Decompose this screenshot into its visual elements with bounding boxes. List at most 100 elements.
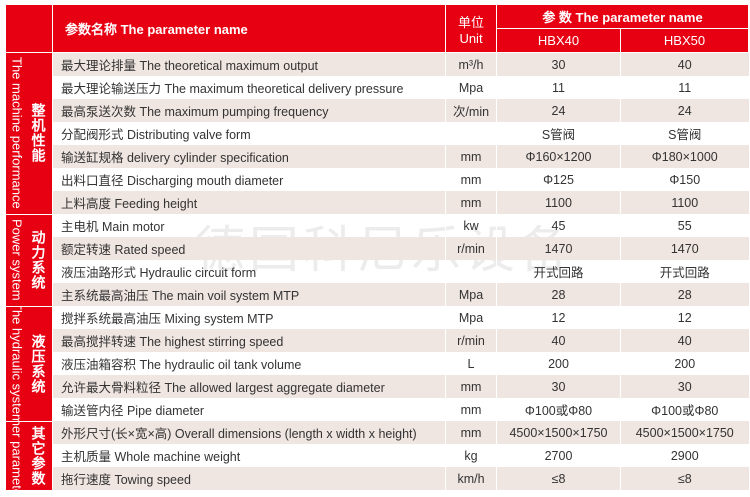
param-name: 液压油箱容积 The hydraulic oil tank volume: [61, 358, 302, 372]
group-label-en: The machine performance: [9, 57, 25, 210]
table-row: 输送管内径 Pipe diameter mm Φ100或Φ80 Φ100或Φ80: [6, 398, 749, 421]
param-name: 出料口直径 Discharging mouth diameter: [61, 174, 284, 188]
param-name: 主机质量 Whole machine weight: [61, 450, 241, 464]
value-hbx50: 40: [619, 52, 749, 76]
value-hbx40: 1470: [496, 237, 621, 260]
table-row: Other parameters 其它参数 外形尺寸(长×宽×高) Overall …: [5, 420, 749, 491]
param-name: 最高搅拌转速 The highest stirring speed: [52, 329, 446, 352]
table-row: 主系统最高油压 The main voil system MTP Mpa 28 28: [6, 283, 749, 306]
param-unit: mm: [445, 191, 497, 214]
param-unit: mm: [445, 398, 497, 421]
table-row: 最高搅拌转速 The highest stirring speed r/min 40…: [6, 329, 749, 352]
param-unit: Mpa: [445, 76, 497, 99]
param-name: 分配阀形式 Distributing valve form: [61, 128, 251, 142]
value-hbx40: 30: [496, 375, 621, 398]
value-hbx40: 11: [496, 76, 621, 99]
table-row: 输送缸规格 delivery cylinder specification mm Φ…: [6, 145, 749, 168]
value-hbx50: 4500×1500×1750: [619, 421, 749, 444]
value-hbx40: 45: [496, 214, 621, 237]
model-header: HBX50: [619, 28, 750, 53]
value-hbx50: ≤8: [619, 467, 749, 490]
table-row: 分配阀形式 Distributing valve form S管阀 S管阀: [6, 122, 749, 145]
group-label: Power system 动力系统: [5, 213, 53, 307]
value-hbx50: 24: [619, 99, 749, 122]
group-label-en: Power system: [9, 219, 25, 301]
value-hbx50: 11: [619, 76, 749, 99]
param-unit: 次/min: [445, 99, 497, 122]
group-label: The machine performance 整机性能: [5, 52, 53, 215]
value-hbx40: 30: [496, 52, 621, 76]
param-unit: r/min: [445, 329, 497, 352]
value-hbx50: 1100: [619, 191, 749, 214]
value-hbx50: Φ100或Φ80: [619, 398, 749, 421]
group-label-zh: 其它参数: [30, 425, 47, 486]
table-row: 最大理论输送压力 The maximum theoretical deliver…: [6, 76, 749, 99]
group-label: The hydraulic system 液压系统: [5, 305, 53, 422]
param-name: 额定转速 Rated speed: [52, 237, 446, 260]
value-hbx40: 200: [496, 352, 621, 375]
spec-table: 参数名称 The parameter name 单位 Unit 参 数 The p…: [5, 4, 750, 491]
table-row: The machine performance 整机性能 最大理论排量 The th…: [5, 52, 749, 215]
table-row: 上料高度 Feeding height mm 1100 1100: [6, 191, 749, 214]
value-hbx40: 开式回路: [496, 260, 621, 283]
param-unit: r/min: [445, 237, 497, 260]
group-label-en: Other parameters: [9, 421, 25, 490]
param-unit: L: [445, 352, 497, 375]
value-hbx50: Φ180×1000: [619, 145, 749, 168]
param-name: 上料高度 Feeding height: [52, 191, 446, 214]
param-name: 外形尺寸(长×宽×高) Overall dimensions (length x…: [52, 421, 446, 444]
group-label-zh: 整机性能: [30, 103, 47, 164]
table-row: 出料口直径 Discharging mouth diameter mm Φ125 Φ1…: [6, 168, 749, 191]
value-hbx50: 28: [619, 283, 749, 306]
param-name: 最大理论输送压力 The maximum theoretical deliver…: [61, 82, 404, 96]
param-name: 主电机 Main motor: [61, 220, 165, 234]
table-row: 主机质量 Whole machine weight kg 2700 2900: [6, 444, 749, 467]
table-row: 液压油路形式 Hydraulic circuit form 开式回路 开式回路: [6, 260, 749, 283]
value-hbx40: Φ160×1200: [496, 145, 621, 168]
param-unit: m³/h: [445, 52, 497, 76]
value-hbx50: 12: [619, 306, 749, 329]
value-hbx50: S管阀: [619, 122, 749, 145]
value-hbx50: Φ150: [619, 168, 749, 191]
table-row: 液压油箱容积 The hydraulic oil tank volume L 200…: [6, 352, 749, 375]
param-unit: mm: [445, 375, 497, 398]
param-unit: mm: [445, 421, 497, 444]
param-name: 输送管内径 Pipe diameter: [61, 404, 205, 418]
corner-cell: [5, 4, 53, 53]
value-hbx40: Φ100或Φ80: [496, 398, 621, 421]
value-hbx40: 12: [496, 306, 621, 329]
param-name: 最高泵送次数 The maximum pumping frequency: [52, 99, 446, 122]
table-row: The hydraulic system 液压系统 搅拌系统最高油压 Mixing …: [5, 305, 749, 422]
value-hbx40: 1100: [496, 191, 621, 214]
value-hbx40: Φ125: [496, 168, 621, 191]
unit-header-en: Unit: [459, 30, 483, 46]
value-hbx40: 40: [496, 329, 621, 352]
param-name: 最大理论排量 The theoretical maximum output: [52, 52, 446, 76]
param-name: 允许最大骨料粒径 The allowed largest aggregate d…: [52, 375, 446, 398]
param-name: 输送缸规格 delivery cylinder specification: [52, 145, 446, 168]
value-hbx40: 2700: [496, 444, 621, 467]
value-hbx40: ≤8: [496, 467, 621, 490]
param-unit: [445, 260, 497, 283]
param-name: 搅拌系统最高油压 Mixing system MTP: [61, 312, 274, 326]
group-label: Other parameters 其它参数: [5, 420, 53, 491]
value-hbx40: 28: [496, 283, 621, 306]
param-unit: Mpa: [445, 306, 497, 329]
value-hbx50: 2900: [619, 444, 749, 467]
param-name-header: 参数名称 The parameter name: [52, 4, 446, 53]
value-hbx50: 1470: [619, 237, 749, 260]
unit-header: 单位 Unit: [445, 4, 497, 53]
value-hbx40: 4500×1500×1750: [496, 421, 621, 444]
model-header: HBX40: [496, 28, 621, 53]
value-hbx50: 开式回路: [619, 260, 749, 283]
value-hbx50: 30: [619, 375, 749, 398]
param-unit: km/h: [445, 467, 497, 490]
param-unit: Mpa: [445, 283, 497, 306]
group-label-zh: 动力系统: [30, 230, 47, 290]
table-row: 拖行速度 Towing speed km/h ≤8 ≤8: [6, 467, 749, 490]
value-hbx50: 200: [619, 352, 749, 375]
group-label-zh: 液压系统: [30, 333, 47, 394]
param-name: 主系统最高油压 The main voil system MTP: [52, 283, 446, 306]
table-row: 额定转速 Rated speed r/min 1470 1470: [6, 237, 749, 260]
value-hbx40: S管阀: [496, 122, 621, 145]
